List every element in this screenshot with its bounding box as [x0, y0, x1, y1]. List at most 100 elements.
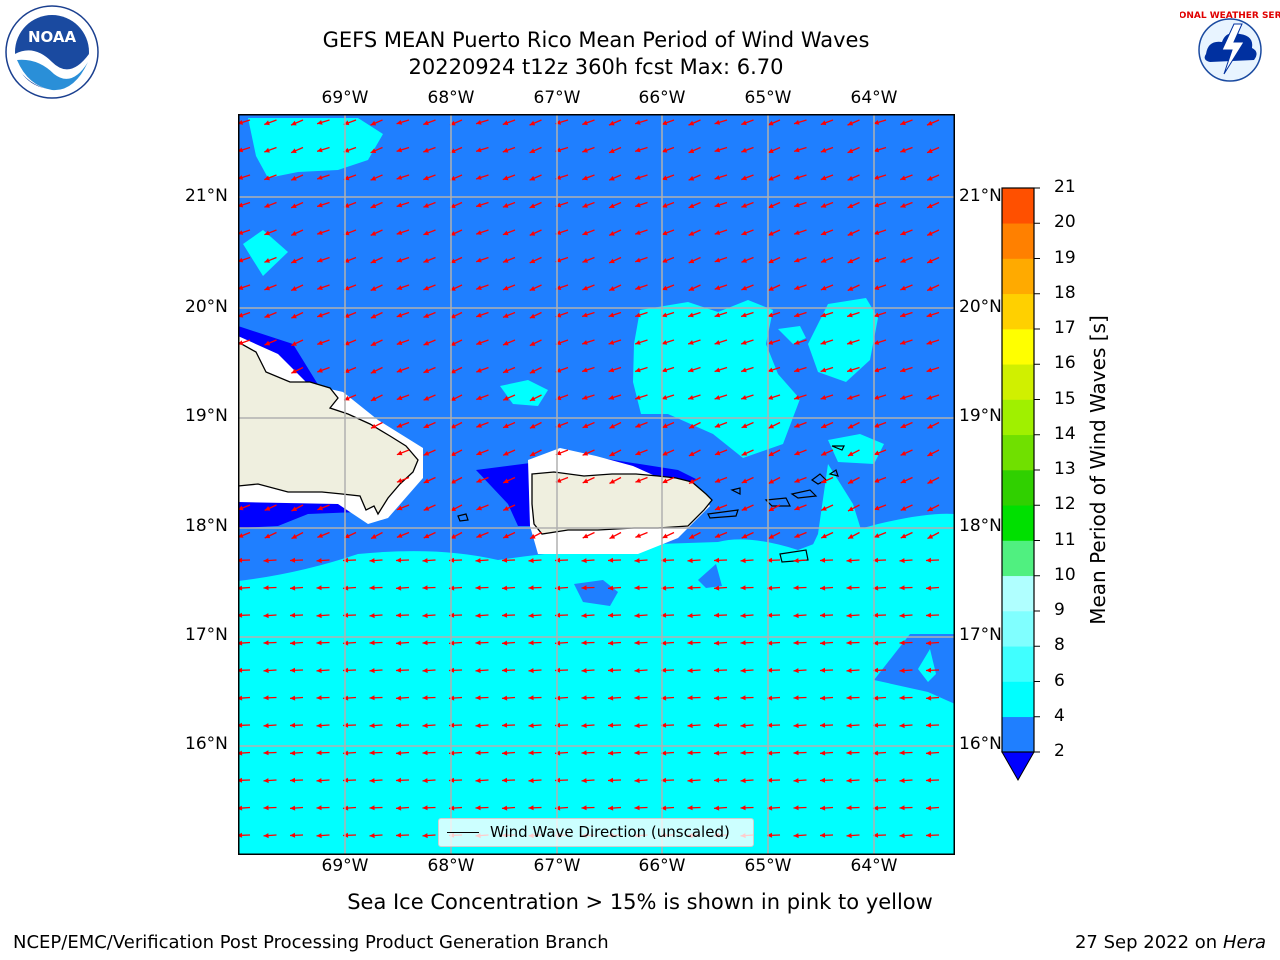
- wind-arrow-head: [793, 613, 799, 619]
- wind-arrow-head: [475, 640, 481, 646]
- wind-arrow-head: [688, 340, 694, 345]
- wind-arrow-head: [502, 695, 508, 701]
- lon-label-bottom: 65°W: [744, 856, 792, 876]
- wind-arrow-head: [926, 367, 933, 373]
- wind-arrow-head: [608, 640, 614, 646]
- wind-arrow-head: [661, 120, 668, 126]
- wind-arrow-head: [264, 175, 270, 181]
- wind-arrow-head: [873, 285, 880, 290]
- wind-arrow-head: [396, 257, 403, 263]
- wind-arrow-head: [661, 285, 668, 291]
- wind-arrow-head: [423, 368, 430, 373]
- wind-arrow-head: [714, 257, 721, 263]
- wind-arrow-head: [767, 805, 773, 811]
- wind-arrow-head: [422, 613, 428, 619]
- wind-arrow-head: [503, 533, 509, 539]
- wind-arrow-head: [767, 832, 773, 838]
- chart-title-line1: GEFS MEAN Puerto Rico Mean Period of Win…: [322, 28, 870, 52]
- wind-arrow-head: [422, 695, 428, 701]
- wind-arrow-head: [714, 202, 721, 208]
- wind-arrow-head: [423, 423, 430, 428]
- wind-arrow-head: [661, 203, 668, 208]
- wind-arrow-head: [528, 695, 534, 701]
- footer-date-text: 27 Sep 2022 on: [1074, 932, 1218, 953]
- wind-arrow-head: [528, 805, 534, 811]
- wind-arrow-head: [926, 612, 932, 618]
- wind-arrow-head: [820, 832, 826, 838]
- wind-arrow-head: [900, 230, 906, 236]
- wind-arrow-head: [873, 612, 879, 618]
- wind-arrow-head: [422, 640, 428, 646]
- wind-arrow-head: [608, 750, 614, 756]
- wind-arrow-head: [900, 367, 906, 373]
- wind-arrow-head: [264, 533, 271, 539]
- legend-label: Wind Wave Direction (unscaled): [490, 823, 730, 841]
- wind-arrow-head: [581, 750, 587, 756]
- wind-arrow-head: [714, 175, 721, 180]
- wind-arrow-head: [820, 120, 827, 126]
- wind-arrow-head: [927, 479, 933, 484]
- wind-arrow-head: [609, 534, 616, 539]
- wind-arrow-head: [634, 805, 640, 811]
- wind-arrow-head: [502, 147, 509, 153]
- wind-arrow-head: [316, 750, 322, 756]
- wind-arrow-head: [582, 367, 588, 373]
- wind-arrow-head: [927, 423, 933, 429]
- wind-arrow-head: [369, 805, 375, 811]
- wind-arrow-head: [661, 258, 668, 263]
- wind-arrow-head: [238, 640, 243, 646]
- colorbar-tick-label: 17: [1054, 318, 1076, 338]
- wind-arrow-head: [740, 750, 746, 756]
- wind-arrow-head: [768, 506, 775, 511]
- wind-arrow-head: [926, 312, 933, 318]
- wind-arrow-head: [768, 451, 774, 456]
- footer-machine: Hera: [1222, 932, 1266, 953]
- wind-arrow-head: [768, 203, 774, 208]
- wind-arrow-head: [502, 557, 508, 563]
- wind-arrow-head: [741, 147, 747, 153]
- wind-arrow-head: [768, 534, 775, 539]
- wind-arrow-head: [529, 423, 536, 429]
- wind-arrow-head: [502, 175, 509, 181]
- wind-arrow-head: [422, 833, 428, 839]
- wind-arrow-head: [768, 479, 774, 484]
- wind-arrow-head: [740, 778, 746, 784]
- wind-arrow-head: [873, 667, 879, 673]
- colorbar-segment: [1002, 258, 1034, 295]
- lat-label-right: 16°N: [959, 734, 1002, 754]
- wind-arrow-head: [609, 203, 615, 208]
- wind-arrow-head: [608, 777, 614, 783]
- wind-arrow-head: [608, 557, 614, 563]
- wind-arrow-head: [581, 723, 587, 729]
- wind-arrow-head: [927, 231, 933, 236]
- wind-arrow-head: [502, 120, 509, 126]
- wind-arrow-head: [820, 147, 827, 153]
- wind-arrow-head: [821, 451, 827, 456]
- wind-arrow-head: [290, 585, 296, 591]
- wind-arrow-head: [821, 533, 827, 539]
- wind-arrow-head: [820, 367, 827, 373]
- wind-arrow-head: [396, 120, 403, 125]
- wind-arrow-head: [396, 285, 403, 290]
- colorbar-title: Mean Period of Wind Waves [s]: [1086, 315, 1110, 625]
- svg-text:NATIONAL WEATHER SERVICE: NATIONAL WEATHER SERVICE: [1180, 11, 1280, 21]
- wind-arrow-head: [396, 585, 402, 591]
- noaa-logo: NOAA: [5, 5, 99, 99]
- wind-arrow-head: [767, 750, 773, 756]
- wind-arrow-head: [291, 258, 297, 264]
- wind-arrow-head: [873, 340, 880, 345]
- wind-arrow-head: [608, 667, 614, 673]
- wind-arrow-head: [238, 612, 243, 618]
- lon-label-top: 67°W: [533, 88, 581, 108]
- wind-arrow-head: [873, 722, 879, 728]
- wind-arrow-head: [714, 312, 721, 318]
- wind-arrow-head: [661, 230, 668, 236]
- lon-label-top: 68°W: [427, 88, 475, 108]
- wind-arrow-head: [476, 120, 482, 125]
- wind-arrow-head: [688, 120, 695, 126]
- wind-arrow-head: [370, 258, 377, 264]
- wind-arrow-head: [582, 285, 588, 291]
- wind-arrow-head: [873, 450, 880, 456]
- wind-arrow-head: [502, 667, 508, 673]
- wind-arrow-head: [688, 312, 694, 318]
